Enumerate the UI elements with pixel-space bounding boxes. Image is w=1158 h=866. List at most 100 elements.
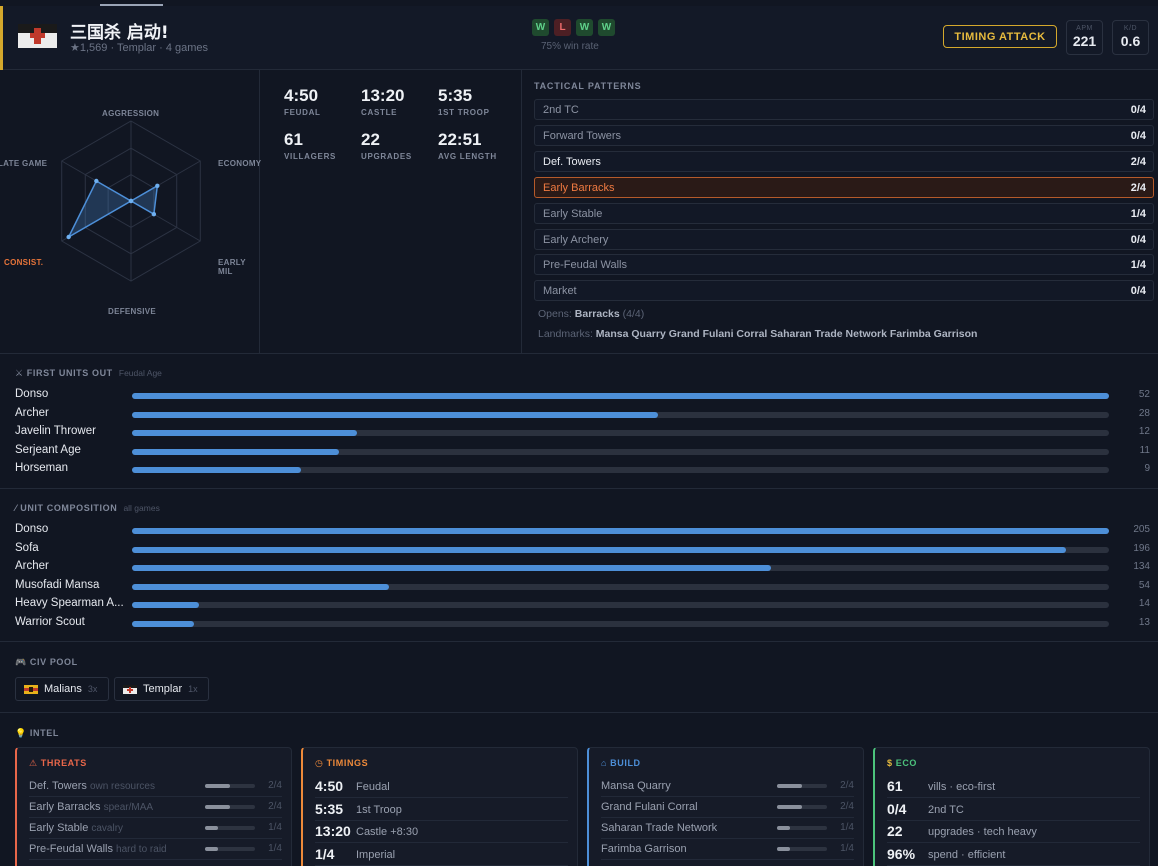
pattern-label: Early Stable: [543, 207, 603, 220]
pattern-row[interactable]: Def. Towers 2/4: [534, 150, 1154, 172]
build-label-text: Mansa Quarry: [601, 780, 671, 792]
unit-name: Musofadi Mansa: [15, 578, 100, 591]
threats-meter-fill: [205, 847, 218, 851]
templar-flag-icon: [18, 24, 57, 48]
civ-chip-templar[interactable]: Templar 1x: [114, 677, 209, 701]
timing-label: FEUDAL: [284, 108, 321, 117]
unit-bar-row: Archer 28: [0, 406, 1158, 424]
radar-point: [66, 234, 71, 240]
civ-pool-section: 🎮 CIV POOL Malians 3x Templar 1x: [0, 641, 1158, 712]
pattern-label: Def. Towers: [543, 155, 601, 168]
timing-value: 5:35: [438, 86, 473, 105]
pattern-count: 0/4: [1130, 129, 1146, 142]
threats-label: Def. Towers own resources: [29, 780, 155, 792]
timing-stat: 61 VILLAGERS: [284, 130, 354, 161]
unit-bar-fill: [132, 621, 194, 627]
playstyle-radar: AGGRESSION ECONOMY EARLY MIL DEFENSIVE C…: [0, 70, 261, 353]
unit-name: Horseman: [15, 462, 69, 475]
unit-name: Warrior Scout: [15, 616, 85, 628]
threats-meter-fill: [205, 784, 230, 788]
timing-value: 61: [284, 130, 303, 149]
build-row: Farimba Garrison 1/4: [601, 839, 854, 860]
build-label-text: Farimba Garrison: [601, 843, 687, 855]
pattern-row[interactable]: Market 0/4: [534, 280, 1154, 302]
build-meter: [777, 784, 827, 788]
unit-bar-fill: [132, 467, 302, 474]
unit-count: 14: [1138, 598, 1150, 610]
pattern-count: 0/4: [1130, 233, 1146, 246]
civ-count: 1x: [188, 684, 198, 694]
pattern-count: 0/4: [1130, 104, 1146, 116]
threats-meter: [205, 826, 255, 830]
patterns-title: TACTICAL PATTERNS: [534, 81, 642, 91]
eco-row: 22 upgrades · tech heavy: [887, 821, 1140, 843]
unit-bar-fill: [132, 528, 1109, 534]
unit-bar-row: Musofadi Mansa 54: [0, 578, 1158, 596]
pattern-label: Market: [543, 285, 577, 298]
pattern-row[interactable]: 2nd TC 0/4: [534, 99, 1154, 120]
timings-value: 1/4: [315, 845, 335, 862]
pattern-count: 1/4: [1130, 207, 1146, 220]
pattern-row[interactable]: Pre-Feudal Walls 1/4: [534, 254, 1154, 276]
radar-chart: [61, 120, 201, 282]
templar-flag-icon: [123, 684, 137, 694]
kd-stat: K/D 0.6: [1112, 20, 1149, 55]
radar-label-aggression: AGGRESSION: [102, 109, 160, 118]
timings-label: Imperial: [356, 848, 396, 861]
civ-chip-malians[interactable]: Malians 3x: [15, 677, 109, 701]
eco-title-text: ECO: [895, 758, 918, 768]
build-label: Grand Fulani Corral: [601, 801, 698, 813]
malians-flag-icon: [24, 684, 38, 694]
threats-meter-fill: [205, 826, 218, 830]
kd-label: K/D: [1123, 25, 1138, 32]
unit-composition-section: ⁄ UNIT COMPOSITION all games Donso 205 Sof…: [0, 488, 1158, 641]
timing-label: AVG LENGTH: [438, 152, 497, 161]
radar-label-consist: CONSIST.: [4, 258, 44, 267]
timings-value: 5:35: [315, 800, 344, 817]
build-count: 1/4: [840, 843, 854, 854]
pattern-count: 2/4: [1130, 155, 1146, 168]
build-label-text: Grand Fulani Corral: [601, 801, 698, 813]
threats-meter: [205, 847, 255, 851]
timing-stat: 5:35 1ST TROOP: [438, 86, 508, 117]
build-card: ⌂ BUILD Mansa Quarry 2/4 Grand Fulani Corr…: [587, 747, 864, 866]
playstyle-badge[interactable]: TIMING ATTACK: [943, 25, 1057, 48]
unit-bar-row: Sofa 196: [0, 541, 1158, 559]
pattern-label: Early Archery: [543, 233, 609, 246]
threats-label-text: Pre-Feudal Walls: [29, 843, 113, 855]
opens-value: Barracks: [574, 308, 620, 320]
pattern-row[interactable]: Early Barracks 2/4: [534, 176, 1154, 198]
threats-count: 2/4: [268, 801, 282, 812]
threats-note: spear/MAA: [103, 802, 154, 813]
threats-title: ⚠ THREATS: [29, 758, 87, 769]
unit-name: Serjeant Age: [15, 443, 81, 456]
result-chip: L: [554, 19, 571, 36]
opens-prefix: Opens:: [538, 308, 572, 320]
build-meter-fill: [777, 805, 802, 809]
pattern-row[interactable]: Forward Towers 0/4: [534, 124, 1154, 146]
pattern-row[interactable]: Early Stable 1/4: [534, 202, 1154, 224]
timings-title-text: TIMINGS: [326, 758, 369, 768]
landmark-name: Saharan Trade Network: [770, 328, 887, 340]
unit-bar-fill: [132, 393, 1109, 399]
unit-name: Archer: [15, 560, 49, 573]
eco-value: 22: [887, 823, 903, 839]
pattern-row[interactable]: Early Archery 0/4: [534, 228, 1154, 250]
unit-bar-fill: [132, 411, 659, 418]
unit-name: Javelin Thrower: [15, 425, 96, 438]
unit-count: 205: [1133, 524, 1150, 535]
build-meter-fill: [777, 847, 790, 851]
money-bag-icon: $: [887, 758, 893, 768]
civ-name: Templar: [143, 683, 183, 695]
build-row: Grand Fulani Corral 2/4: [601, 797, 854, 818]
timings-value: 4:50: [315, 778, 344, 794]
build-title-text: BUILD: [610, 758, 641, 768]
unit-count: 9: [1144, 463, 1150, 475]
radar-point: [94, 178, 99, 184]
build-meter-fill: [777, 826, 790, 830]
player-meta: ★1,569 · Templar · 4 games: [70, 42, 209, 54]
unit-count: 13: [1138, 617, 1150, 628]
eco-label: 2nd TC: [928, 803, 964, 816]
